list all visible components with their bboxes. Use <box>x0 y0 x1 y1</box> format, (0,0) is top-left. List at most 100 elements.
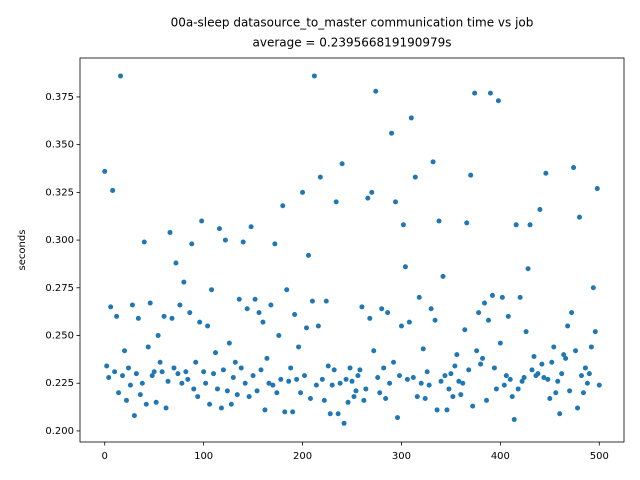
point <box>430 159 436 165</box>
point <box>185 376 191 382</box>
point <box>317 174 323 180</box>
point <box>248 224 254 230</box>
point <box>567 388 573 394</box>
point <box>189 241 195 247</box>
point <box>133 371 139 377</box>
point <box>582 365 588 371</box>
point <box>325 363 331 369</box>
point <box>456 378 462 384</box>
point <box>537 207 543 213</box>
point <box>519 378 525 384</box>
point <box>218 405 224 411</box>
point <box>398 323 404 329</box>
point <box>118 73 124 79</box>
point <box>586 371 592 377</box>
point <box>559 371 565 377</box>
point <box>141 239 147 245</box>
point <box>319 376 325 382</box>
point <box>143 401 149 407</box>
point <box>347 365 353 371</box>
point <box>288 365 294 371</box>
point <box>272 241 278 247</box>
point <box>129 302 135 308</box>
point <box>327 411 333 417</box>
axes-frame <box>79 57 625 443</box>
x-tick-label: 500 <box>590 451 609 462</box>
point <box>353 388 359 394</box>
point <box>171 365 177 371</box>
point <box>393 199 399 205</box>
y-tick-label: 0.250 <box>45 331 74 342</box>
point <box>179 380 185 386</box>
point <box>242 380 248 386</box>
point <box>345 399 351 405</box>
point <box>584 380 590 386</box>
point <box>474 348 480 354</box>
y-axis-label: seconds <box>17 230 28 271</box>
point <box>214 386 220 392</box>
point <box>438 378 444 384</box>
point <box>280 203 286 209</box>
point <box>424 369 430 375</box>
point <box>296 344 302 350</box>
point <box>224 388 230 394</box>
point <box>523 329 529 335</box>
point <box>511 416 517 422</box>
point <box>499 294 505 300</box>
point <box>262 407 268 413</box>
point <box>406 319 412 325</box>
point <box>371 348 377 354</box>
point <box>484 397 490 403</box>
point <box>244 306 250 312</box>
point <box>284 287 290 293</box>
point <box>391 359 397 365</box>
point <box>557 411 563 417</box>
point <box>563 355 569 361</box>
point <box>207 401 213 407</box>
point <box>213 350 219 356</box>
point <box>571 165 577 171</box>
x-tick-label: 100 <box>194 451 213 462</box>
point <box>339 161 345 167</box>
point <box>535 371 541 377</box>
point <box>470 403 476 409</box>
point <box>578 373 584 379</box>
point <box>361 397 367 403</box>
point <box>501 382 507 388</box>
point <box>155 333 161 339</box>
point <box>258 367 264 373</box>
point <box>402 264 408 270</box>
point <box>333 199 339 205</box>
point <box>169 315 175 321</box>
point <box>446 386 452 392</box>
point <box>351 394 357 400</box>
point <box>515 386 521 392</box>
point <box>428 306 434 312</box>
point <box>497 340 503 346</box>
point <box>290 409 296 415</box>
point <box>551 344 557 350</box>
point <box>480 355 486 361</box>
point <box>177 302 183 308</box>
point <box>440 273 446 279</box>
point <box>151 369 157 375</box>
point <box>173 260 179 266</box>
point <box>505 313 511 319</box>
point <box>555 378 561 384</box>
point <box>493 386 499 392</box>
point <box>596 382 602 388</box>
point <box>549 359 555 365</box>
point <box>590 285 596 291</box>
point <box>256 310 262 316</box>
point <box>313 382 319 388</box>
point <box>123 397 129 403</box>
point <box>323 298 329 304</box>
y-tick-label: 0.325 <box>45 187 74 198</box>
point <box>565 323 571 329</box>
point <box>450 394 456 400</box>
point <box>383 395 389 401</box>
x-tick-label: 200 <box>293 451 312 462</box>
point <box>569 310 575 316</box>
point <box>363 386 369 392</box>
